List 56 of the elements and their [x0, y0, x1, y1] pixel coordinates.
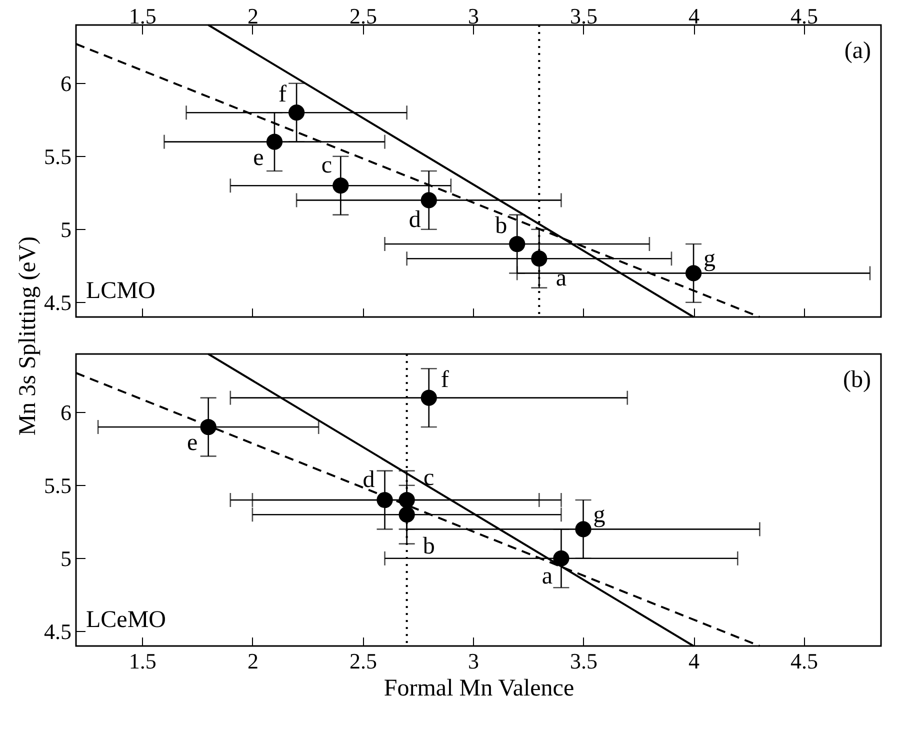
- point: [575, 521, 592, 538]
- annotation: b: [422, 534, 435, 560]
- y-tick-label: 5.5: [44, 144, 72, 169]
- point: [420, 390, 437, 406]
- annotation: LCeMO: [86, 607, 166, 633]
- x2-tick-label: 2: [247, 4, 258, 28]
- point: [531, 250, 548, 267]
- point: [200, 418, 216, 436]
- annotation: e: [187, 430, 198, 456]
- annotation: c: [321, 152, 332, 179]
- point: [266, 134, 283, 150]
- x-tick-label: 4.5: [790, 648, 818, 674]
- y-axis-title: Mn 3s Splitting (eV): [15, 236, 41, 436]
- y-tick-label: 5: [60, 216, 72, 242]
- point: [509, 236, 526, 252]
- point: [398, 492, 415, 508]
- x2-tick-label: 2.5: [349, 4, 377, 28]
- annotation: f: [278, 82, 287, 108]
- annotation: c: [423, 465, 434, 491]
- annotation: LCMO: [86, 278, 156, 304]
- x2-tick-label: 3: [468, 4, 479, 28]
- x2-tick-label: 3.5: [570, 4, 598, 28]
- annotation: b: [495, 213, 508, 239]
- point: [398, 506, 415, 523]
- x-axis-title: Formal Mn Valence: [384, 676, 574, 702]
- x-tick-label: 1.5: [128, 648, 156, 674]
- x-tick-label: 2.5: [349, 648, 377, 674]
- y-tick-label: 6: [60, 400, 72, 425]
- annotation: g: [593, 502, 606, 528]
- y-tick-label: 5: [60, 546, 72, 571]
- x2-tick-label: 4: [688, 4, 700, 28]
- annotation: d: [408, 207, 421, 234]
- point: [685, 265, 702, 282]
- point: [553, 550, 570, 566]
- y-tick-label: 5.5: [44, 472, 72, 498]
- point: [332, 178, 349, 194]
- x-tick-label: 3.5: [570, 648, 598, 674]
- annotation: a: [542, 563, 553, 590]
- annotation: (b): [843, 367, 871, 393]
- x-tick-label: 4: [688, 648, 700, 674]
- y-tick-label: 6: [60, 70, 72, 96]
- annotation: f: [440, 366, 449, 393]
- annotation: e: [253, 144, 264, 171]
- x2-tick-label: 1.5: [128, 4, 156, 28]
- point: [288, 104, 305, 121]
- annotation: a: [556, 266, 567, 292]
- point: [376, 492, 393, 508]
- annotation: g: [704, 246, 716, 272]
- x2-tick-label: 4.5: [790, 4, 818, 28]
- y-tick-label: 4.5: [44, 618, 72, 644]
- point: [420, 192, 437, 208]
- x-tick-label: 3: [468, 648, 479, 674]
- y-tick-label: 4.5: [44, 290, 72, 315]
- annotation: d: [362, 467, 375, 493]
- x-tick-label: 2: [247, 648, 258, 674]
- annotation: (a): [844, 38, 871, 64]
